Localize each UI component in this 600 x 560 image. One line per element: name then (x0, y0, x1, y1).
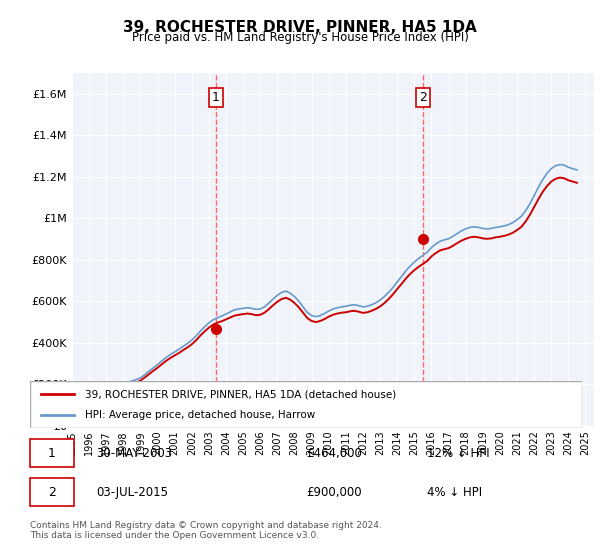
Text: 12% ↓ HPI: 12% ↓ HPI (427, 447, 490, 460)
Text: 03-JUL-2015: 03-JUL-2015 (96, 486, 168, 499)
Text: 1: 1 (212, 91, 220, 104)
Text: Price paid vs. HM Land Registry's House Price Index (HPI): Price paid vs. HM Land Registry's House … (131, 31, 469, 44)
Text: 30-MAY-2003: 30-MAY-2003 (96, 447, 172, 460)
Text: 2: 2 (419, 91, 427, 104)
FancyBboxPatch shape (30, 478, 74, 506)
FancyBboxPatch shape (30, 439, 74, 467)
Text: HPI: Average price, detached house, Harrow: HPI: Average price, detached house, Harr… (85, 410, 316, 420)
Text: £900,000: £900,000 (306, 486, 362, 499)
Text: 4% ↓ HPI: 4% ↓ HPI (427, 486, 482, 499)
FancyBboxPatch shape (30, 381, 582, 428)
Text: 39, ROCHESTER DRIVE, PINNER, HA5 1DA (detached house): 39, ROCHESTER DRIVE, PINNER, HA5 1DA (de… (85, 389, 397, 399)
Text: 2: 2 (48, 486, 56, 499)
Text: 1: 1 (48, 447, 56, 460)
Text: £464,000: £464,000 (306, 447, 362, 460)
Text: 39, ROCHESTER DRIVE, PINNER, HA5 1DA: 39, ROCHESTER DRIVE, PINNER, HA5 1DA (123, 20, 477, 35)
Text: Contains HM Land Registry data © Crown copyright and database right 2024.
This d: Contains HM Land Registry data © Crown c… (30, 521, 382, 540)
